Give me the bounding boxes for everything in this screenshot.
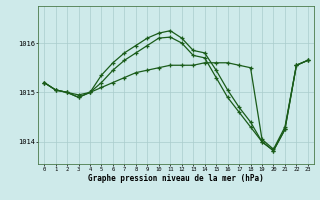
X-axis label: Graphe pression niveau de la mer (hPa): Graphe pression niveau de la mer (hPa): [88, 174, 264, 183]
